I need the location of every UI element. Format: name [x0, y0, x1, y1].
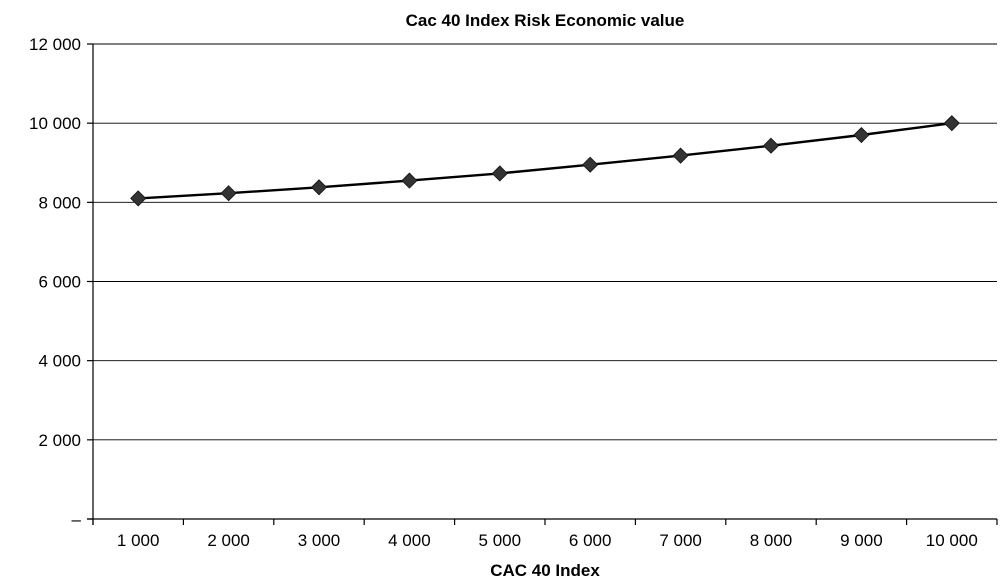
- data-point-marker: [310, 179, 328, 196]
- data-point-marker: [762, 137, 780, 154]
- x-tick-label: 10 000: [926, 531, 978, 550]
- data-point-marker: [220, 185, 237, 202]
- axes: [87, 43, 998, 525]
- data-point-marker: [491, 165, 508, 182]
- x-tick-label: 8 000: [750, 531, 793, 550]
- x-tick-labels: 1 000 2 000 3 000 4 000 5 000 6 000 7 000 8 000…: [117, 531, 978, 550]
- x-tick-label: 1 000: [117, 531, 160, 550]
- data-point-marker: [401, 172, 418, 189]
- y-tick-label: 10 000: [29, 114, 81, 133]
- y-tick-label: –: [72, 510, 82, 529]
- chart-title: Cac 40 Index Risk Economic value: [406, 11, 685, 30]
- data-point-marker: [130, 190, 147, 207]
- data-point-marker: [853, 126, 870, 144]
- gridlines: [93, 43, 997, 441]
- x-tick-label: 2 000: [207, 531, 250, 550]
- y-tick-label: 6 000: [38, 273, 81, 292]
- x-axis-label: CAC 40 Index: [490, 561, 600, 580]
- x-tick-label: 6 000: [569, 531, 612, 550]
- y-tick-label: 12 000: [29, 35, 81, 54]
- data-point-marker: [582, 156, 599, 173]
- x-tick-label: 5 000: [479, 531, 522, 550]
- y-tick-labels: – 2 000 4 000 6 000 8 000 10 000 12 000: [29, 35, 82, 529]
- y-tick-label: 8 000: [38, 193, 81, 212]
- series: [130, 115, 960, 207]
- y-tick-label: 2 000: [38, 431, 81, 450]
- data-point-marker: [672, 147, 689, 164]
- x-tick-label: 9 000: [840, 531, 883, 550]
- y-tick-label: 4 000: [38, 352, 81, 371]
- x-tick-label: 7 000: [659, 531, 702, 550]
- x-tick-label: 4 000: [388, 531, 431, 550]
- x-tick-label: 3 000: [298, 531, 341, 550]
- data-point-marker: [943, 115, 960, 132]
- series-line: [138, 122, 952, 200]
